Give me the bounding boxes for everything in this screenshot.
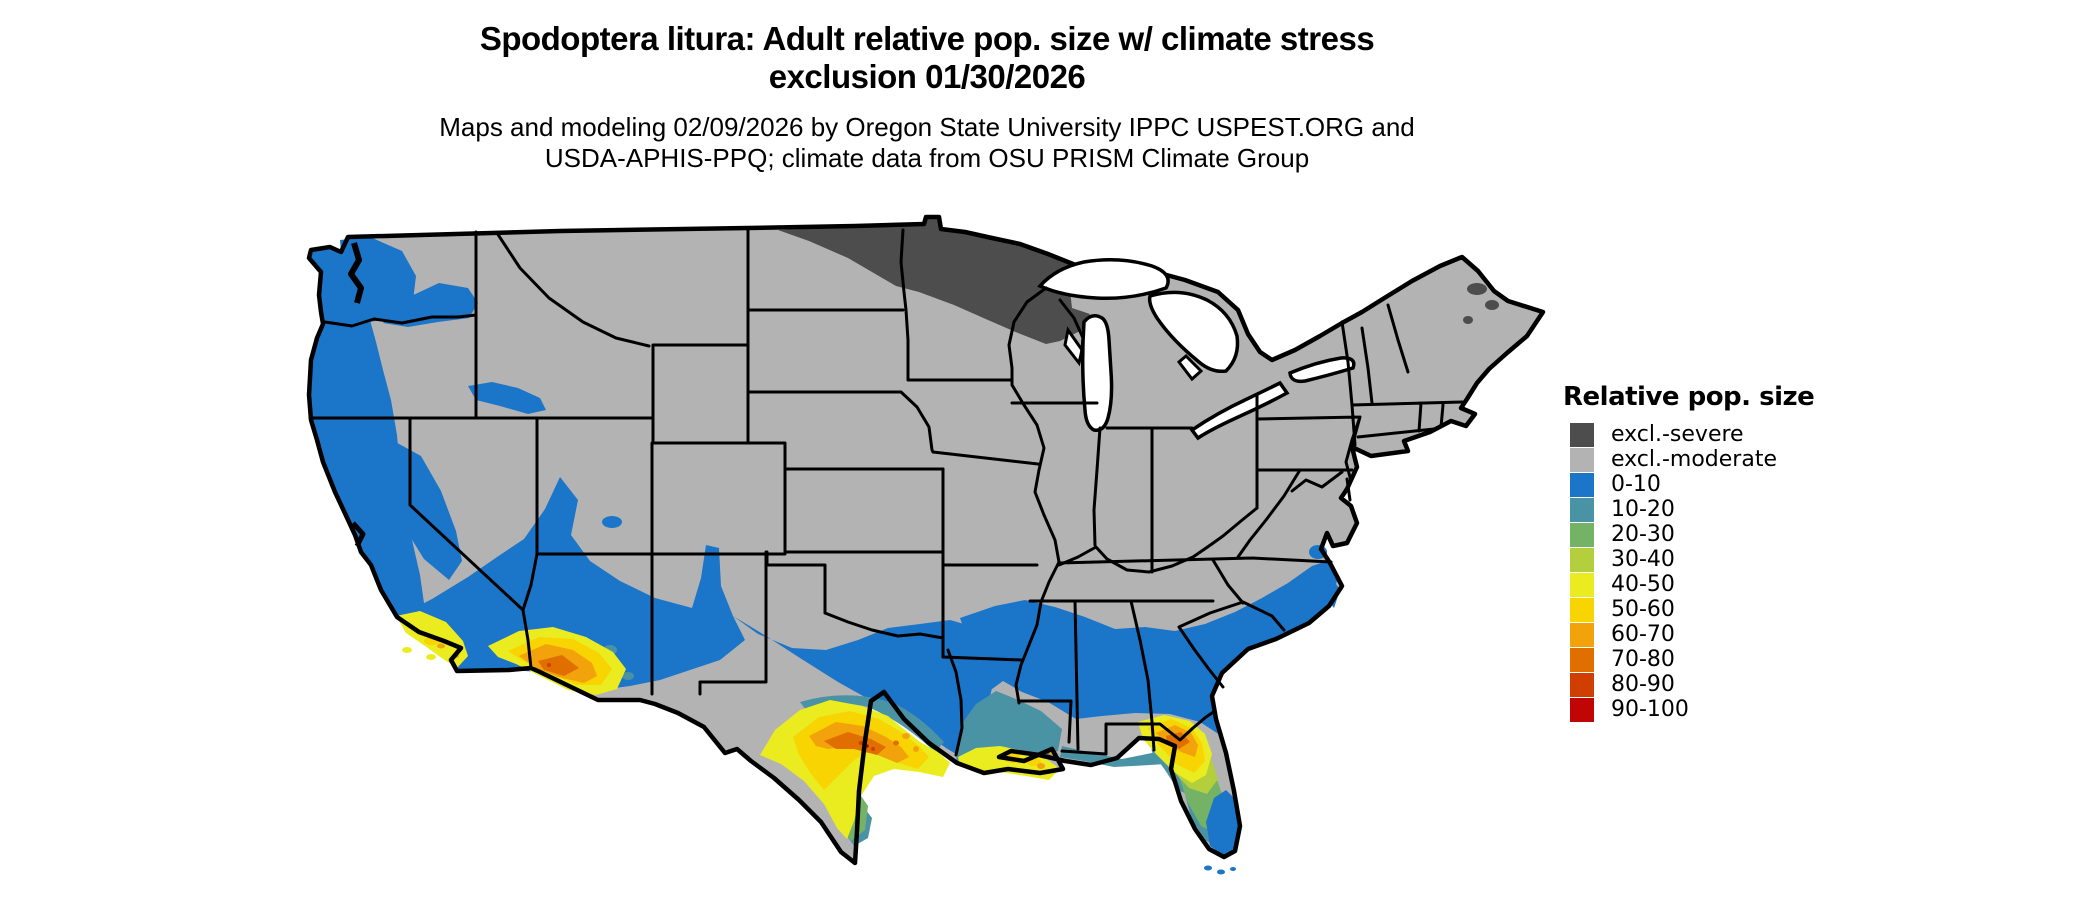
sf-bay-detail bbox=[351, 521, 366, 548]
legend-row: 40-50 bbox=[1563, 572, 1814, 597]
legend-label: 90-100 bbox=[1611, 697, 1689, 722]
lake-michigan bbox=[1080, 314, 1114, 432]
region-yellow-island-1 bbox=[402, 647, 412, 653]
legend-label: 60-70 bbox=[1611, 622, 1675, 647]
region-blue-keys-2 bbox=[1217, 869, 1225, 875]
legend-label: 0-10 bbox=[1611, 472, 1661, 497]
us-map bbox=[306, 214, 1546, 875]
region-red-tx-1 bbox=[858, 741, 864, 745]
region-darkorange-arizona bbox=[538, 655, 579, 676]
state-border-ohio-river bbox=[1057, 506, 1259, 574]
region-darkorange-tx-dot bbox=[893, 740, 899, 746]
legend-swatch bbox=[1570, 547, 1594, 572]
state-border-northeast bbox=[1255, 303, 1464, 502]
legend-rows: excl.-severe excl.-moderate 0-10 10-20 2… bbox=[1563, 422, 1814, 722]
state-border-southwest bbox=[698, 467, 945, 696]
region-blue-central-valley bbox=[358, 439, 462, 580]
legend-row: 80-90 bbox=[1563, 672, 1814, 697]
state-borders bbox=[308, 228, 1464, 757]
lake-huron-saginaw-bay bbox=[1176, 353, 1204, 382]
region-darkorange-texas bbox=[824, 732, 886, 755]
us-outline-stroke bbox=[306, 214, 1546, 866]
region-severe-maine-3 bbox=[1463, 316, 1473, 324]
legend-label: 30-40 bbox=[1611, 547, 1675, 572]
region-teal-az-3 bbox=[622, 672, 634, 680]
map-title-line2: exclusion 01/30/2026 bbox=[768, 58, 1086, 95]
lake-superior bbox=[1037, 258, 1170, 301]
lake-michigan-green-bay bbox=[1063, 326, 1084, 367]
region-blue-keys-3 bbox=[1230, 867, 1236, 871]
region-yellow-island-3 bbox=[443, 647, 451, 653]
map-subtitle: Maps and modeling 02/09/2026 by Oregon S… bbox=[0, 112, 1854, 174]
region-orange-tx-coast-1 bbox=[902, 733, 910, 739]
state-border-west bbox=[308, 228, 787, 696]
region-blue-southwest bbox=[397, 477, 745, 690]
region-teal-gulf-coast bbox=[1060, 746, 1181, 767]
map-title-line1: Spodoptera litura: Adult relative pop. s… bbox=[479, 20, 1375, 57]
state-border-mississippi-river bbox=[1007, 286, 1061, 705]
state-border-south bbox=[1028, 556, 1333, 752]
state-border-midwest bbox=[1010, 298, 1259, 574]
puget-sound-detail bbox=[348, 242, 364, 304]
legend-swatch bbox=[1570, 572, 1594, 597]
region-blue-florida-tip bbox=[1206, 790, 1240, 856]
legend-label: 10-20 bbox=[1611, 497, 1675, 522]
legend-swatch bbox=[1570, 472, 1594, 497]
us-map-container bbox=[230, 210, 1560, 892]
legend-label: excl.-moderate bbox=[1611, 447, 1777, 472]
region-blue-outer-banks bbox=[1326, 572, 1340, 608]
region-yellow-island-2 bbox=[426, 654, 436, 660]
legend-row: 50-60 bbox=[1563, 597, 1814, 622]
legend-swatch bbox=[1570, 497, 1594, 522]
legend-title: Relative pop. size bbox=[1563, 382, 1815, 412]
legend-row: excl.-severe bbox=[1563, 422, 1814, 447]
lake-huron bbox=[1147, 290, 1240, 374]
region-red-tx-2 bbox=[871, 747, 875, 751]
legend-label: 70-80 bbox=[1611, 647, 1675, 672]
state-border-appalachia bbox=[1236, 468, 1344, 559]
legend: Relative pop. size excl.-severe excl.-mo… bbox=[1563, 382, 1815, 722]
legend-row: 0-10 bbox=[1563, 472, 1814, 497]
region-orange-ca-1 bbox=[437, 643, 445, 649]
region-orange-la-1 bbox=[1037, 763, 1045, 769]
legend-row: 20-30 bbox=[1563, 522, 1814, 547]
legend-swatch bbox=[1570, 697, 1594, 722]
region-severe-maine-1 bbox=[1467, 283, 1487, 295]
legend-swatch bbox=[1570, 522, 1594, 547]
map-title: Spodoptera litura: Adult relative pop. s… bbox=[0, 20, 1854, 96]
region-blue-snake-plain bbox=[468, 382, 546, 414]
legend-row: 90-100 bbox=[1563, 697, 1814, 722]
legend-row: 30-40 bbox=[1563, 547, 1814, 572]
map-subtitle-line1: Maps and modeling 02/09/2026 by Oregon S… bbox=[439, 112, 1415, 142]
legend-swatch bbox=[1570, 647, 1594, 672]
lake-erie bbox=[1189, 380, 1290, 441]
legend-row: 60-70 bbox=[1563, 622, 1814, 647]
legend-swatch bbox=[1570, 422, 1594, 447]
legend-row: excl.-moderate bbox=[1563, 447, 1814, 472]
legend-swatch bbox=[1570, 622, 1594, 647]
state-border-plains bbox=[746, 228, 1040, 659]
region-red-az bbox=[547, 663, 551, 667]
legend-label: 40-50 bbox=[1611, 572, 1675, 597]
region-severe-north bbox=[778, 218, 1090, 344]
legend-row: 70-80 bbox=[1563, 647, 1814, 672]
legend-row: 10-20 bbox=[1563, 497, 1814, 522]
region-blue-utah-spot bbox=[602, 516, 622, 528]
legend-label: excl.-severe bbox=[1611, 422, 1744, 447]
legend-swatch bbox=[1570, 447, 1594, 472]
region-orange-tx-coast-2 bbox=[913, 746, 919, 752]
lake-ontario bbox=[1288, 356, 1356, 384]
legend-label: 20-30 bbox=[1611, 522, 1675, 547]
legend-label: 80-90 bbox=[1611, 672, 1675, 697]
region-blue-keys-1 bbox=[1204, 865, 1212, 871]
us-land-base bbox=[309, 217, 1543, 863]
legend-swatch bbox=[1570, 672, 1594, 697]
map-subtitle-line2: USDA-APHIS-PPQ; climate data from OSU PR… bbox=[544, 143, 1310, 173]
legend-label: 50-60 bbox=[1611, 597, 1675, 622]
region-blue-willamette bbox=[330, 328, 373, 412]
region-severe-maine-2 bbox=[1485, 300, 1499, 310]
region-blue-gulf-atlantic-plain bbox=[901, 560, 1337, 754]
legend-swatch bbox=[1570, 597, 1594, 622]
state-border-gulf bbox=[941, 648, 1217, 757]
